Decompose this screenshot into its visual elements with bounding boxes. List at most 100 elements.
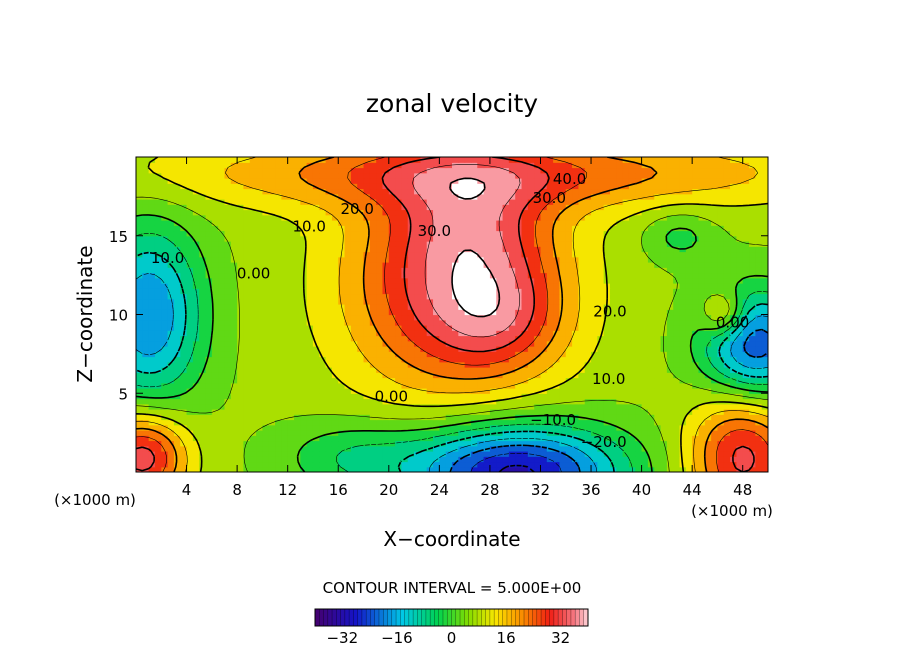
field-cell (142, 304, 150, 310)
field-cell (660, 283, 668, 289)
field-cell (382, 304, 390, 310)
field-cell (704, 214, 712, 221)
field-cell (350, 214, 358, 221)
field-cell (565, 377, 573, 384)
field-cell (161, 440, 169, 447)
field-cell (224, 388, 232, 394)
field-cell (211, 220, 219, 226)
field-cell (565, 372, 573, 379)
field-cell (199, 309, 207, 316)
field-cell (647, 309, 655, 316)
field-cell (647, 246, 655, 253)
field-cell (711, 445, 719, 452)
field-cell (148, 382, 156, 389)
field-cell (161, 330, 169, 337)
field-cell (540, 372, 548, 379)
field-cell (199, 214, 207, 221)
field-cell (679, 319, 687, 326)
field-cell (414, 335, 421, 342)
field-cell (628, 298, 636, 305)
field-cell (692, 356, 700, 363)
field-cell (692, 430, 700, 436)
field-cell (382, 330, 390, 337)
field-cell (666, 409, 674, 415)
field-cell (730, 440, 737, 447)
field-cell (736, 403, 744, 410)
field-cell (654, 225, 662, 232)
field-cell (376, 272, 384, 279)
field-cell (186, 393, 194, 400)
field-cell (249, 235, 257, 242)
field-cell (331, 241, 339, 247)
field-cell (325, 298, 333, 305)
field-cell (426, 220, 434, 226)
field-cell (742, 424, 750, 431)
field-cell (578, 330, 586, 337)
field-cell (154, 451, 162, 457)
field-cell (363, 272, 371, 279)
field-cell (243, 409, 251, 415)
field-cell (527, 440, 535, 447)
field-cell (230, 251, 238, 258)
field-cell (666, 241, 674, 247)
field-cell (584, 414, 592, 421)
field-cell (331, 419, 339, 426)
field-cell (666, 466, 674, 472)
field-cell (572, 335, 579, 342)
field-cell (218, 209, 226, 216)
field-cell (666, 330, 674, 337)
field-cell (742, 356, 750, 363)
field-cell (673, 262, 681, 268)
field-cell (641, 214, 649, 221)
field-cell (458, 409, 466, 415)
field-cell (572, 456, 579, 463)
field-cell (452, 319, 459, 326)
field-cell (635, 288, 643, 295)
field-cell (483, 241, 491, 247)
field-cell (136, 361, 143, 368)
field-cell (262, 340, 270, 347)
field-cell (717, 209, 725, 216)
field-cell (736, 225, 744, 232)
field-cell (540, 262, 548, 268)
field-cell (211, 393, 219, 400)
field-cell (711, 451, 719, 457)
field-cell (489, 314, 497, 321)
field-cell (338, 251, 346, 258)
field-cell (546, 351, 554, 358)
field-cell (224, 277, 232, 284)
field-cell (218, 382, 226, 389)
field-cell (136, 456, 143, 463)
field-cell (433, 319, 440, 326)
field-cell (553, 225, 561, 232)
field-cell (584, 235, 592, 242)
field-cell (666, 288, 674, 295)
field-cell (294, 235, 301, 242)
field-cell (388, 330, 396, 337)
field-cell (363, 424, 371, 431)
field-cell (401, 461, 409, 468)
field-cell (180, 361, 188, 368)
field-cell (470, 335, 478, 342)
field-cell (761, 235, 768, 242)
field-cell (331, 277, 339, 284)
field-cell (464, 346, 472, 352)
field-cell (553, 262, 561, 268)
field-cell (420, 272, 428, 279)
field-cell (546, 382, 554, 389)
field-cell (249, 435, 257, 442)
field-cell (578, 335, 586, 342)
field-cell (439, 346, 447, 352)
field-cell (641, 241, 649, 247)
field-cell (496, 382, 504, 389)
field-cell (363, 314, 371, 321)
field-cell (704, 277, 712, 284)
field-cell (654, 451, 662, 457)
field-cell (439, 393, 447, 400)
field-cell (312, 262, 320, 268)
field-cell (136, 283, 143, 289)
field-cell (376, 277, 384, 284)
field-cell (704, 335, 712, 342)
field-cell (243, 225, 251, 232)
field-cell (275, 424, 282, 431)
